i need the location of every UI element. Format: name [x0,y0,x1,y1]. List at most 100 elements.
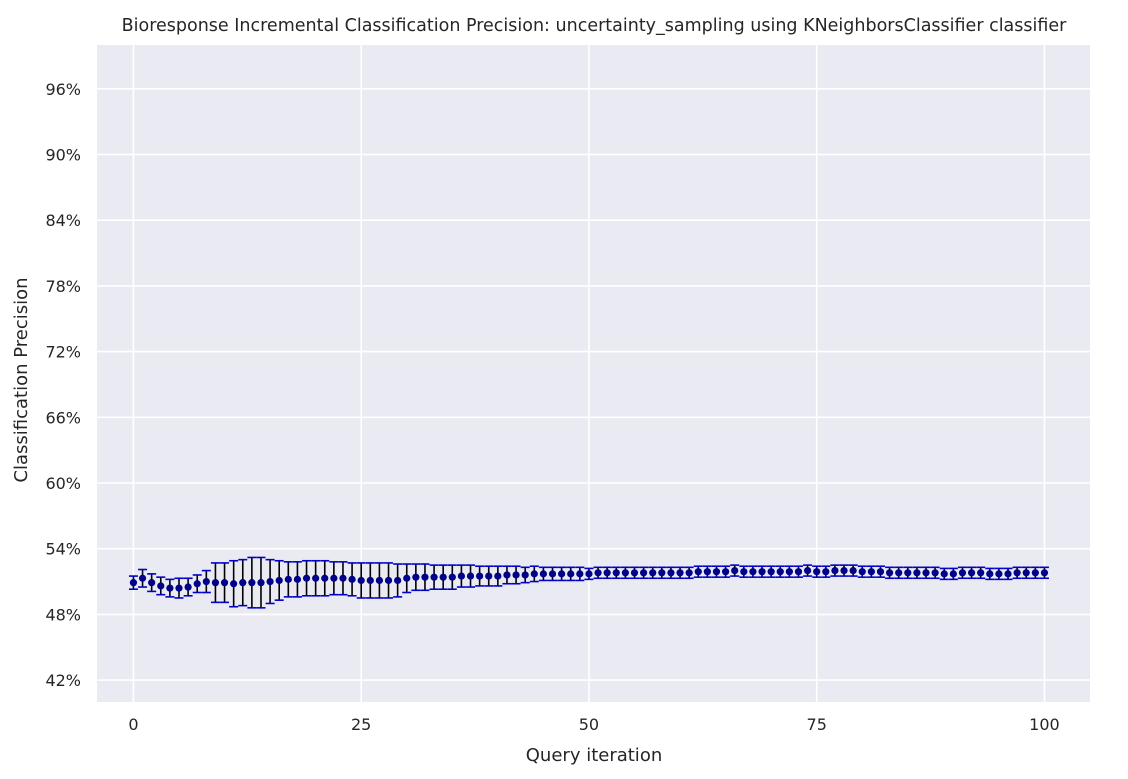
y-tick-label: 54% [45,540,81,559]
data-point [293,575,302,583]
data-point [403,574,411,582]
y-tick-label: 42% [45,671,81,690]
data-point [275,576,283,585]
data-point [202,577,210,586]
data-point [466,572,475,580]
data-point [721,568,730,576]
data-point [138,574,147,582]
y-tick-label: 78% [45,277,81,296]
data-point [621,569,629,577]
data-point [1013,569,1021,577]
data-point [439,573,447,581]
data-point [676,569,684,577]
data-point [731,567,739,575]
data-point [667,569,675,577]
data-point [885,569,894,577]
y-axis-ticks: 42% 48% 54% 60% 66% 72% 78% 84% 90% 96% [45,80,81,690]
data-point [758,568,766,576]
data-point [822,568,830,576]
data-point [366,576,374,585]
chart-title: Bioresponse Incremental Classification P… [122,16,1068,36]
data-point [257,579,265,587]
data-point [302,574,311,582]
data-point [503,571,511,579]
data-point [220,579,229,587]
data-point [585,570,593,578]
data-point [193,580,201,588]
data-point [430,573,438,581]
data-point [312,574,320,582]
data-point [157,582,165,590]
data-point [567,570,575,578]
x-tick-label: 100 [1029,715,1060,734]
data-point [949,570,957,578]
y-tick-label: 84% [45,211,81,230]
data-point [1040,569,1049,577]
data-point [913,569,921,577]
x-tick-label: 50 [579,715,599,734]
data-point [794,568,803,576]
data-point [840,567,848,575]
data-point [166,584,174,592]
data-point [940,570,948,578]
x-axis-ticks: 0 25 50 75 100 [128,715,1059,734]
data-point [831,567,839,575]
data-point [658,569,666,577]
data-point [230,580,238,588]
data-point [967,569,976,577]
y-tick-label: 48% [45,605,81,624]
data-point [412,573,420,581]
data-point [284,575,292,583]
data-point [931,569,939,577]
data-point [211,579,220,587]
data-point [977,569,985,577]
data-point [239,579,247,587]
data-point [175,584,183,592]
data-point [703,568,711,576]
data-point [749,568,757,576]
data-point [858,568,866,576]
y-tick-label: 72% [45,343,81,362]
data-point [548,570,557,578]
data-point [375,576,384,585]
data-point [630,569,639,577]
data-point [867,568,875,576]
data-point [685,569,693,577]
plot-area [97,45,1090,702]
data-point [876,568,885,576]
data-point [558,570,566,578]
data-point [394,576,402,585]
data-point [776,568,784,576]
data-point [266,577,274,586]
data-point [740,568,748,576]
y-axis-label: Classification Precision [11,277,32,482]
data-point [521,571,529,579]
data-point [485,572,493,580]
data-point [986,570,994,578]
data-point [712,568,721,576]
data-point [1031,569,1039,577]
y-tick-label: 60% [45,474,81,493]
data-point [904,569,912,577]
data-points [129,567,1049,592]
data-point [457,572,466,580]
error-bars [128,556,1049,609]
data-point [512,571,520,579]
y-tick-label: 66% [45,408,81,427]
data-point [330,574,338,582]
data-point [248,579,256,587]
data-point [895,569,903,577]
data-point [958,569,967,577]
x-tick-label: 75 [807,715,827,734]
x-axis-label: Query iteration [526,745,662,766]
data-point [129,579,138,587]
data-point [576,570,584,578]
data-point [640,569,648,577]
data-point [348,575,356,583]
y-tick-label: 96% [45,80,81,99]
data-point [539,570,547,578]
data-point [922,569,930,577]
data-point [849,567,857,575]
data-point [649,569,657,577]
